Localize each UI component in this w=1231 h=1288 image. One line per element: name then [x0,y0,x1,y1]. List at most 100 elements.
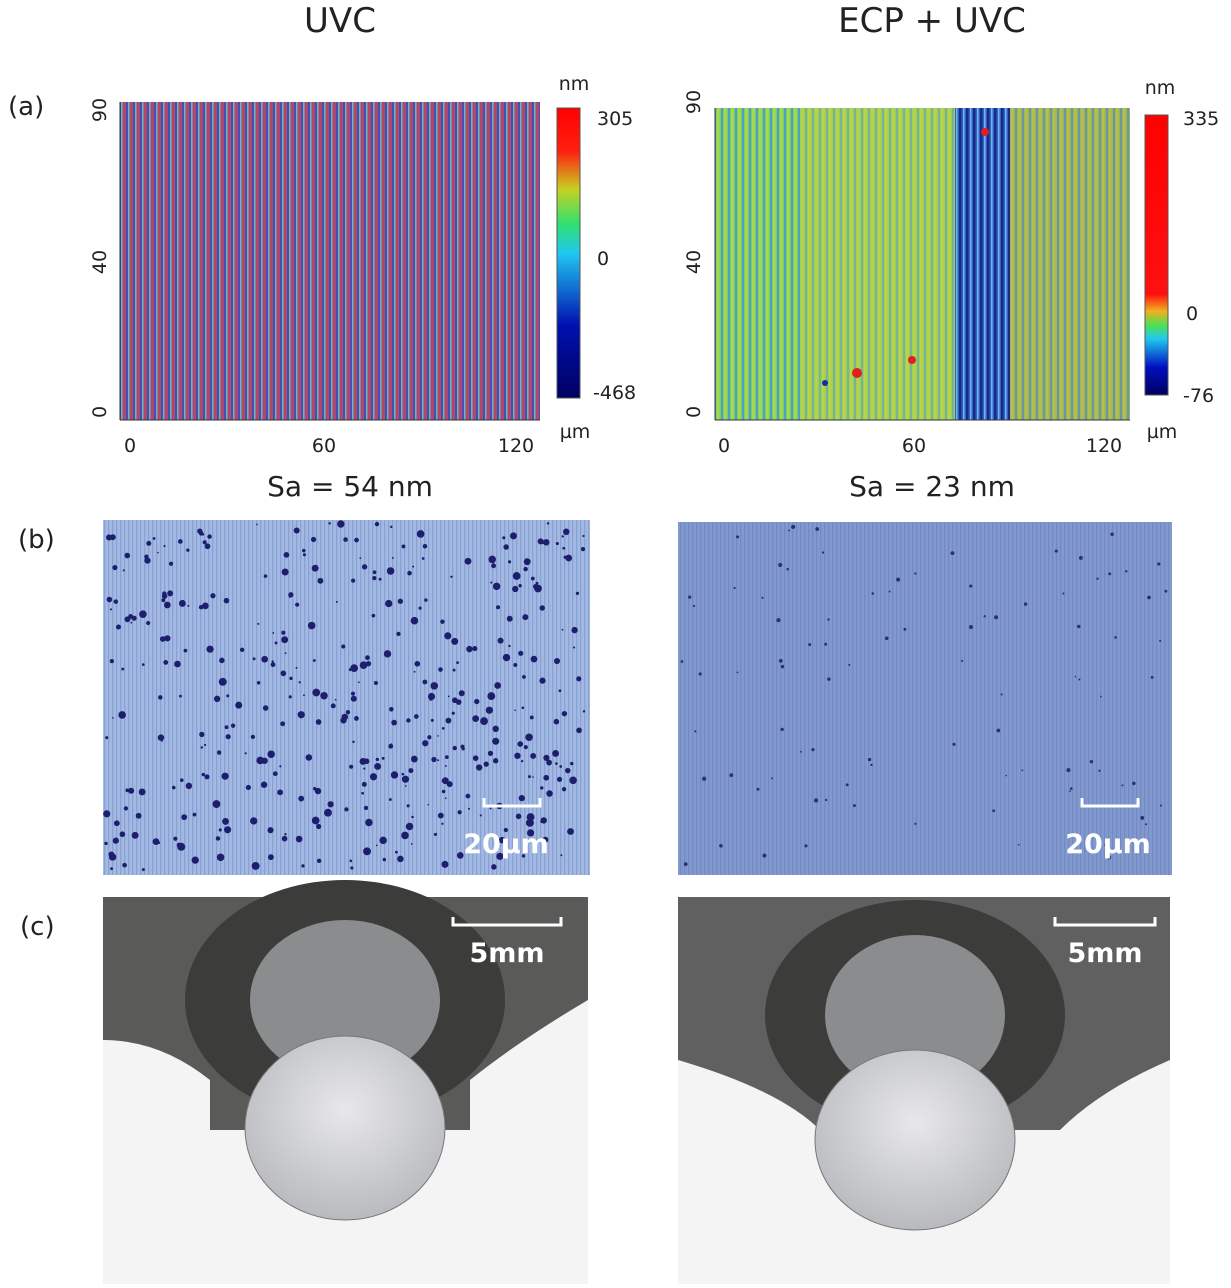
defect [112,717,114,719]
defect [419,606,422,609]
scale-label: 20µm [463,829,549,860]
defect [562,711,567,716]
defect [448,695,450,697]
defect [1122,784,1124,786]
defect [157,552,159,554]
defect [1151,676,1154,679]
defect [275,641,278,644]
defect [903,628,906,631]
defect [431,719,434,722]
defect [405,785,407,787]
defect [445,797,447,799]
defect [161,598,165,602]
defect [349,765,353,769]
defect [352,741,354,743]
defect [294,527,300,533]
defect [1145,823,1147,825]
defect [437,735,439,737]
defect [374,681,378,685]
defect [702,777,706,781]
defect [407,571,412,576]
defect [524,745,528,749]
defect [226,694,229,697]
defect [282,836,288,842]
defect [392,557,394,559]
defect [253,657,256,660]
roughness: Sa = 23 nm [849,470,1015,503]
defect [372,576,376,580]
defect [146,621,150,625]
defect [507,616,513,622]
defect [280,721,285,726]
x-unit: µm [560,421,591,443]
defect [581,547,585,551]
defect [525,733,533,741]
defect [984,615,986,617]
defect [885,636,889,640]
defect [1090,760,1093,763]
defect [508,645,510,647]
defect [490,582,492,584]
y-tick-label: 0 [89,406,111,418]
defect [1077,625,1080,628]
defect [1159,640,1161,642]
defect [382,757,385,760]
defect [1140,816,1144,820]
defect [513,572,521,580]
colorbar-tick: 0 [597,248,609,270]
defect [472,646,477,651]
defect [787,568,790,571]
defect [225,725,229,729]
defect [313,787,316,790]
defect [573,646,575,648]
defect [282,568,289,575]
defect [523,567,527,571]
defect [914,823,916,825]
defect [312,817,320,825]
defect [824,643,827,646]
defect [442,777,449,784]
defect [219,828,222,831]
defect [379,837,386,844]
defect [363,767,365,769]
defect [808,643,811,646]
defect [761,597,763,599]
defect [354,538,359,543]
defect [514,753,520,759]
height-map [715,108,1130,420]
defect [456,661,459,664]
defect [199,732,204,737]
defect [896,578,900,582]
defect [335,699,337,701]
defect [429,697,433,701]
defect [562,535,564,537]
defect [163,660,168,665]
defect [296,836,303,843]
defect [556,542,559,545]
defect [1160,804,1162,806]
defect [158,695,162,699]
defect [1100,696,1102,698]
defect [540,786,543,789]
defect [438,667,443,672]
defect [158,734,164,740]
defect [1147,596,1151,600]
defect [531,577,535,581]
defect [492,738,499,745]
defect [582,535,584,537]
defect [508,560,511,563]
defect [1001,693,1003,695]
x-tick-label: 0 [718,435,730,457]
defect [408,768,413,773]
defect [460,745,464,749]
defect [446,718,452,724]
defect [518,584,521,587]
panel-label: (c) [20,912,55,942]
defect [411,816,414,819]
defect [562,629,564,631]
defect [288,592,293,597]
defect [422,740,428,746]
defect [340,717,346,723]
defect [554,658,560,664]
defect [186,783,192,789]
